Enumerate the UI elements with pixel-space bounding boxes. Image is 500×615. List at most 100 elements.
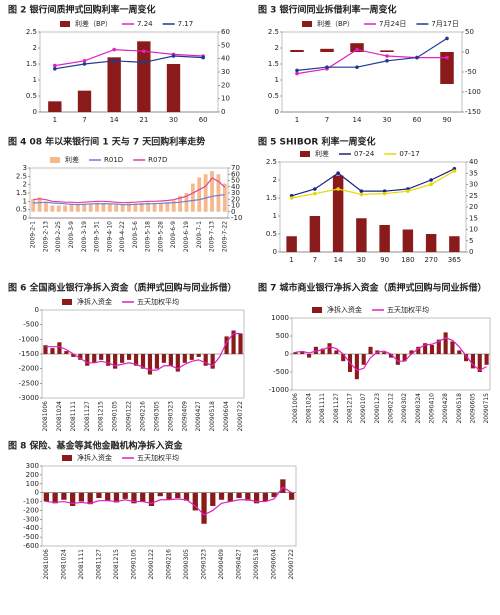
bar: [210, 171, 214, 212]
marker: [385, 59, 389, 63]
x-tick-label: 2009-3-9: [68, 221, 75, 248]
y-tick-label: -500: [23, 321, 39, 329]
y2-tick-label: 30: [231, 189, 240, 197]
bar: [157, 492, 163, 497]
x-tick-label: 20081111: [78, 549, 85, 580]
bar: [96, 492, 102, 498]
bar: [440, 52, 454, 84]
x-tick-label: 30: [357, 256, 366, 264]
bar: [171, 200, 176, 212]
bar: [99, 354, 104, 360]
bar: [201, 492, 207, 524]
marker: [429, 182, 433, 187]
bar: [354, 354, 359, 380]
bar: [341, 354, 346, 362]
bar: [350, 43, 364, 52]
x-tick-label: 21: [139, 116, 148, 124]
x-tick-label: 7: [82, 116, 86, 124]
y-tick-label: 0: [275, 108, 279, 116]
x-tick-label: 1: [53, 116, 57, 124]
x-tick-label: 1: [295, 116, 299, 124]
y2-tick-label: 40: [469, 158, 478, 166]
bar: [300, 351, 305, 354]
legend-swatch: [302, 21, 312, 27]
y2-tick-label: 50: [231, 177, 240, 185]
x-tick-label: 20090122: [126, 401, 133, 432]
bar: [127, 203, 131, 212]
bar: [147, 354, 153, 375]
legend-label: R07D: [148, 156, 167, 164]
bar: [126, 354, 132, 360]
marker: [382, 191, 387, 196]
y2-tick-label: 25: [469, 192, 478, 200]
legend-label: 7月24日: [379, 20, 406, 28]
y2-tick-label: -100: [465, 88, 481, 96]
y2-tick-label: 0: [231, 208, 235, 216]
bar: [203, 174, 208, 212]
bar: [139, 203, 144, 212]
bar: [88, 203, 93, 212]
x-tick-label: 20090409: [181, 401, 188, 432]
bar: [43, 345, 48, 354]
x-tick-label: 20090107: [360, 393, 367, 424]
bar: [64, 351, 69, 354]
x-tick-label: 2009-3-31: [94, 221, 101, 252]
marker: [142, 60, 146, 65]
bar: [484, 354, 489, 365]
bar: [327, 343, 332, 354]
x-tick-label: 20090410: [428, 393, 435, 424]
legend-label: 净拆入资金: [77, 453, 112, 462]
y2-tick-label: -50: [465, 68, 476, 76]
y2-tick-label: -10: [231, 214, 242, 222]
x-tick-label: 60: [199, 116, 208, 124]
y2-tick-label: 30: [221, 68, 230, 76]
bar: [107, 57, 121, 112]
bar: [133, 354, 139, 366]
bar: [183, 492, 190, 501]
bar: [106, 354, 111, 366]
y-tick-label: -3000: [19, 394, 39, 402]
bar: [61, 492, 67, 500]
bar: [178, 196, 183, 212]
y-tick-label: 2.5: [16, 172, 27, 180]
legend-label: 利差（BP）: [75, 19, 112, 28]
x-tick-label: 2009-5-28: [157, 221, 164, 252]
bar: [388, 354, 394, 358]
bar: [216, 174, 221, 212]
legend-label: 五天加权平均: [137, 297, 179, 306]
plot-frame: [279, 161, 467, 253]
bar: [380, 50, 394, 52]
y-tick-label: 1.5: [266, 194, 277, 202]
bar: [449, 236, 460, 252]
y-tick-label: -1000: [19, 335, 39, 343]
marker: [313, 187, 317, 191]
line: [291, 168, 455, 197]
legend-label: 07-17: [399, 150, 419, 158]
bar: [44, 202, 48, 212]
x-tick-label: 2009-7-13: [209, 221, 216, 252]
bar: [95, 202, 99, 212]
x-tick-label: 7: [313, 256, 317, 264]
legend-label: 净拆入资金: [77, 297, 112, 306]
marker: [445, 55, 449, 60]
x-tick-label: 20090305: [183, 549, 190, 580]
x-tick-label: 2009-3-19: [81, 221, 88, 252]
bar: [75, 204, 80, 212]
y-tick-label: -500: [273, 368, 289, 376]
marker: [112, 47, 116, 52]
legend-label: 五天加权平均: [387, 305, 429, 314]
line: [296, 48, 447, 75]
bar: [379, 225, 390, 252]
y-tick-label: 100: [26, 480, 39, 488]
line: [33, 194, 225, 206]
bar: [288, 492, 295, 500]
legend-swatch: [60, 21, 70, 27]
legend-label: 净拆入资金: [327, 305, 362, 314]
x-tick-label: 20090715: [483, 393, 490, 424]
line: [46, 486, 292, 516]
x-tick-label: 2009-7-1: [196, 221, 203, 248]
x-tick-label: 180: [401, 256, 414, 264]
bar: [120, 204, 125, 212]
marker: [142, 49, 146, 53]
